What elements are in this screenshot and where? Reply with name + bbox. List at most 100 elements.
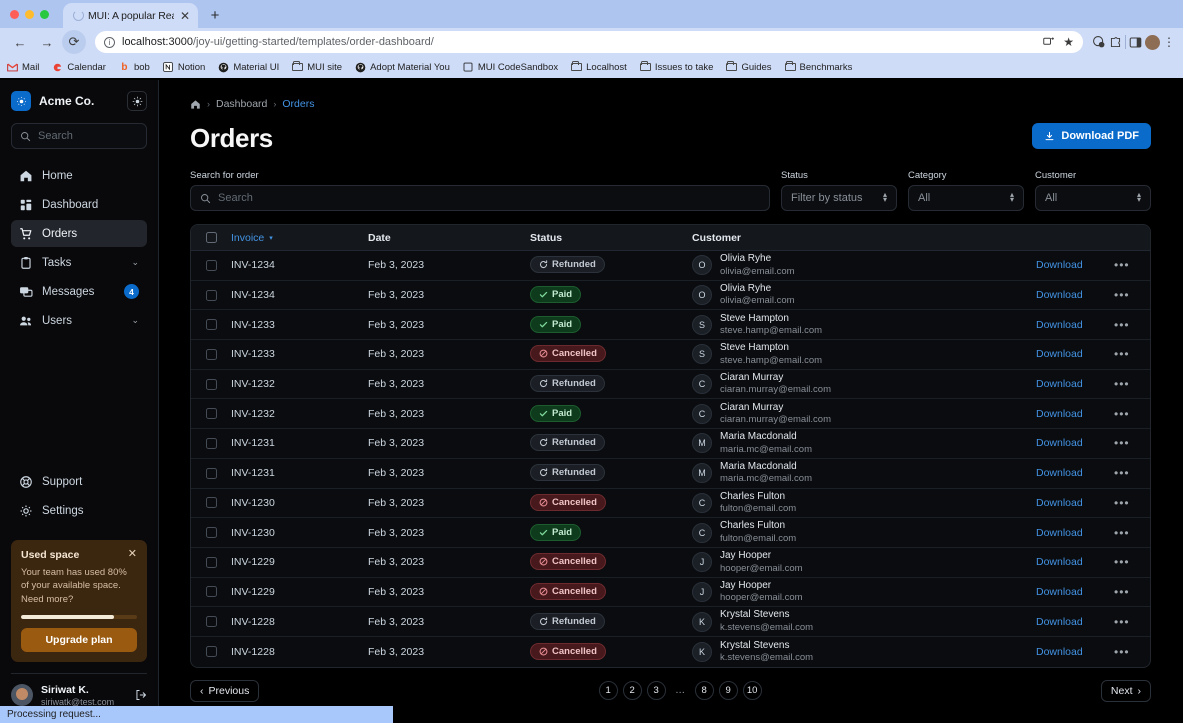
row-checkbox[interactable] [191,259,231,271]
sidebar-item-home[interactable]: Home [11,162,147,189]
bookmark-mui-site[interactable]: MUI site [292,61,342,73]
close-icon[interactable]: ✕ [179,8,190,23]
share-icon[interactable] [1043,36,1055,48]
status-select[interactable]: Filter by status ▴ ▾ [781,185,897,211]
breadcrumb-item-dashboard[interactable]: Dashboard [216,98,268,110]
home-icon[interactable] [190,99,201,110]
logout-icon[interactable] [135,689,147,701]
page-button-9[interactable]: 9 [718,681,738,701]
table-row[interactable]: INV-1229 Feb 3, 2023 Cancelled J Jay Hooper h… [191,578,1150,608]
download-link[interactable]: Download [1036,467,1083,480]
table-row[interactable]: INV-1231 Feb 3, 2023 Refunded M Maria Macdon… [191,429,1150,459]
row-checkbox[interactable] [191,408,231,420]
row-checkbox[interactable] [191,616,231,628]
close-window-button[interactable] [10,9,19,19]
sidebar-item-users[interactable]: Users ⌄ [11,307,147,334]
category-select[interactable]: All ▴ ▾ [908,185,1024,211]
row-more-button[interactable]: ••• [1114,495,1130,510]
download-link[interactable]: Download [1036,496,1083,509]
site-info-icon[interactable]: i [104,36,115,48]
window-controls[interactable] [10,0,63,28]
download-link[interactable]: Download [1036,289,1083,302]
download-link[interactable]: Download [1036,259,1083,272]
bookmark-star-icon[interactable]: ★ [1063,35,1074,49]
row-more-button[interactable]: ••• [1114,258,1130,273]
table-row[interactable]: INV-1233 Feb 3, 2023 Cancelled S Steve Hampt… [191,340,1150,370]
download-link[interactable]: Download [1036,615,1083,628]
page-button-8[interactable]: 8 [694,681,714,701]
download-link[interactable]: Download [1036,556,1083,569]
extensions-shield-icon[interactable] [1092,35,1106,49]
row-more-button[interactable]: ••• [1114,406,1130,421]
row-checkbox[interactable] [191,527,231,539]
sidebar-user[interactable]: Siriwat K. siriwatk@test.com [11,684,147,717]
table-row[interactable]: INV-1234 Feb 3, 2023 Refunded O Olivia Ryhe o… [191,251,1150,281]
row-checkbox[interactable] [191,586,231,598]
download-link[interactable]: Download [1036,526,1083,539]
close-icon[interactable]: ✕ [127,548,137,561]
new-tab-button[interactable]: + [210,6,220,24]
column-header-date[interactable]: Date [368,231,391,244]
chrome-menu-icon[interactable]: ⋮ [1163,35,1175,49]
download-link[interactable]: Download [1036,437,1083,450]
next-page-button[interactable]: Next › [1100,679,1151,702]
row-checkbox[interactable] [191,289,231,301]
chevron-down-icon[interactable]: ⌄ [131,257,139,267]
sidebar-item-messages[interactable]: Messages 4 [11,278,147,305]
row-more-button[interactable]: ••• [1114,377,1130,392]
puzzle-extensions-icon[interactable] [1109,36,1122,49]
row-checkbox[interactable] [191,348,231,360]
table-row[interactable]: INV-1234 Feb 3, 2023 Paid O Olivia Ryhe olivi… [191,281,1150,311]
brightness-icon[interactable] [127,91,147,111]
sidebar-item-tasks[interactable]: Tasks ⌄ [11,249,147,276]
bookmark-benchmarks[interactable]: Benchmarks [784,61,852,73]
row-checkbox[interactable] [191,378,231,390]
row-more-button[interactable]: ••• [1114,317,1130,332]
sidebar-item-dashboard[interactable]: Dashboard [11,191,147,218]
page-button-3[interactable]: 3 [646,681,666,701]
customer-select[interactable]: All ▴ ▾ [1035,185,1151,211]
row-checkbox[interactable] [191,319,231,331]
download-pdf-button[interactable]: Download PDF [1032,123,1151,149]
table-row[interactable]: INV-1233 Feb 3, 2023 Paid S Steve Hampton ste… [191,310,1150,341]
row-checkbox[interactable] [191,497,231,509]
address-bar[interactable]: i localhost:3000/joy-ui/getting-started/… [95,31,1083,53]
previous-page-button[interactable]: ‹ Previous [190,679,260,702]
table-row[interactable]: INV-1229 Feb 3, 2023 Cancelled J Jay Hooper h… [191,548,1150,578]
row-checkbox[interactable] [191,556,231,568]
forward-icon[interactable]: → [40,34,54,50]
side-panel-icon[interactable] [1129,36,1142,49]
row-more-button[interactable]: ••• [1114,555,1130,570]
column-header-invoice[interactable]: Invoice ▾ [231,232,368,244]
chevron-down-icon[interactable]: ⌄ [131,315,139,325]
maximize-window-button[interactable] [40,9,49,19]
download-link[interactable]: Download [1036,378,1083,391]
bookmark-adopt-material-you[interactable]: Adopt Material You [355,62,450,73]
download-link[interactable]: Download [1036,348,1083,361]
table-row[interactable]: INV-1232 Feb 3, 2023 Paid C Ciaran Murray cia… [191,399,1150,430]
breadcrumb-item-orders[interactable]: Orders [282,98,315,110]
back-icon[interactable]: ← [13,34,27,50]
select-all-checkbox[interactable] [191,232,231,243]
download-link[interactable]: Download [1036,318,1083,331]
download-link[interactable]: Download [1036,407,1083,420]
table-row[interactable]: INV-1228 Feb 3, 2023 Cancelled K Krystal Ste… [191,637,1150,667]
sidebar-item-support[interactable]: Support [11,469,147,496]
bookmark-bob[interactable]: b bob [119,62,149,73]
row-more-button[interactable]: ••• [1114,436,1130,451]
row-more-button[interactable]: ••• [1114,288,1130,303]
bookmark-localhost[interactable]: Localhost [571,61,627,73]
page-button-1[interactable]: 1 [598,681,618,701]
row-checkbox[interactable] [191,437,231,449]
bookmark-mail[interactable]: Mail [7,62,39,73]
page-button-10[interactable]: 10 [742,681,762,701]
row-more-button[interactable]: ••• [1114,466,1130,481]
row-more-button[interactable]: ••• [1114,347,1130,362]
column-header-customer[interactable]: Customer [692,231,742,244]
bookmark-guides[interactable]: Guides [726,61,772,73]
row-more-button[interactable]: ••• [1114,644,1130,659]
table-row[interactable]: INV-1231 Feb 3, 2023 Refunded M Maria Macdon… [191,459,1150,489]
sidebar-search-input[interactable]: Search [11,123,147,149]
profile-avatar[interactable] [1145,34,1160,50]
row-more-button[interactable]: ••• [1114,584,1130,599]
